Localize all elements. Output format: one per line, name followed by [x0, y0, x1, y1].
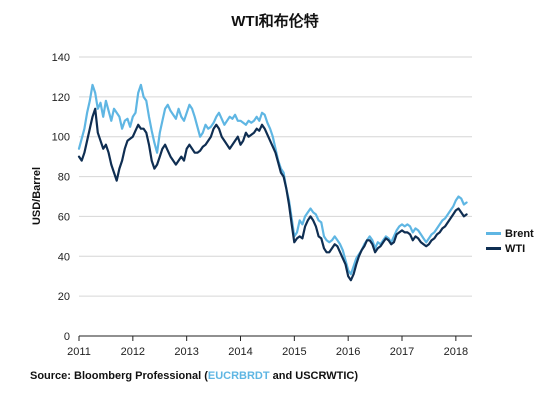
- axes: [78, 335, 472, 341]
- legend-swatch-wti: [486, 247, 501, 250]
- legend-label-wti: WTI: [505, 242, 526, 255]
- tick-labels: 0 20 40 60 80 100 120 140 2011 2012 2013 2014 2015 20…: [52, 52, 468, 358]
- y-tick-label: 140: [52, 52, 70, 64]
- y-tick-label: 0: [64, 331, 70, 343]
- legend-item-wti: WTI: [486, 241, 534, 256]
- source-highlight: EUCRBRDT: [207, 370, 270, 382]
- legend: Brent WTI: [486, 226, 534, 256]
- y-tick-label: 120: [52, 92, 70, 104]
- source-prefix: Source: Bloomberg Professional (: [30, 370, 208, 382]
- series-lines: [77, 83, 468, 282]
- x-tick-label: 2017: [390, 346, 414, 358]
- x-tick-label: 2018: [444, 346, 468, 358]
- legend-label-brent: Brent: [505, 227, 534, 240]
- x-tick-label: 2012: [121, 346, 145, 358]
- x-tick-label: 2014: [228, 346, 252, 358]
- y-tick-label: 60: [58, 211, 70, 223]
- grid-lines: [79, 56, 472, 297]
- x-tick-label: 2016: [336, 346, 360, 358]
- y-tick-label: 40: [58, 251, 70, 263]
- chart-title: WTI和布伦特: [231, 13, 319, 30]
- y-tick-label: 100: [52, 132, 70, 144]
- y-tick-label: 80: [58, 172, 70, 184]
- y-tick-label: 20: [58, 291, 70, 303]
- source-note: Source: Bloomberg Professional (EUCRBRDT…: [30, 370, 358, 382]
- legend-swatch-brent: [486, 232, 501, 235]
- x-tick-label: 2013: [174, 346, 198, 358]
- legend-item-brent: Brent: [486, 226, 534, 241]
- series-line-brent: [77, 83, 468, 276]
- x-tick-label: 2015: [282, 346, 306, 358]
- source-suffix: and USCRWTIC): [269, 370, 359, 382]
- x-tick-label: 2011: [67, 346, 91, 358]
- series-line-wti: [77, 107, 468, 282]
